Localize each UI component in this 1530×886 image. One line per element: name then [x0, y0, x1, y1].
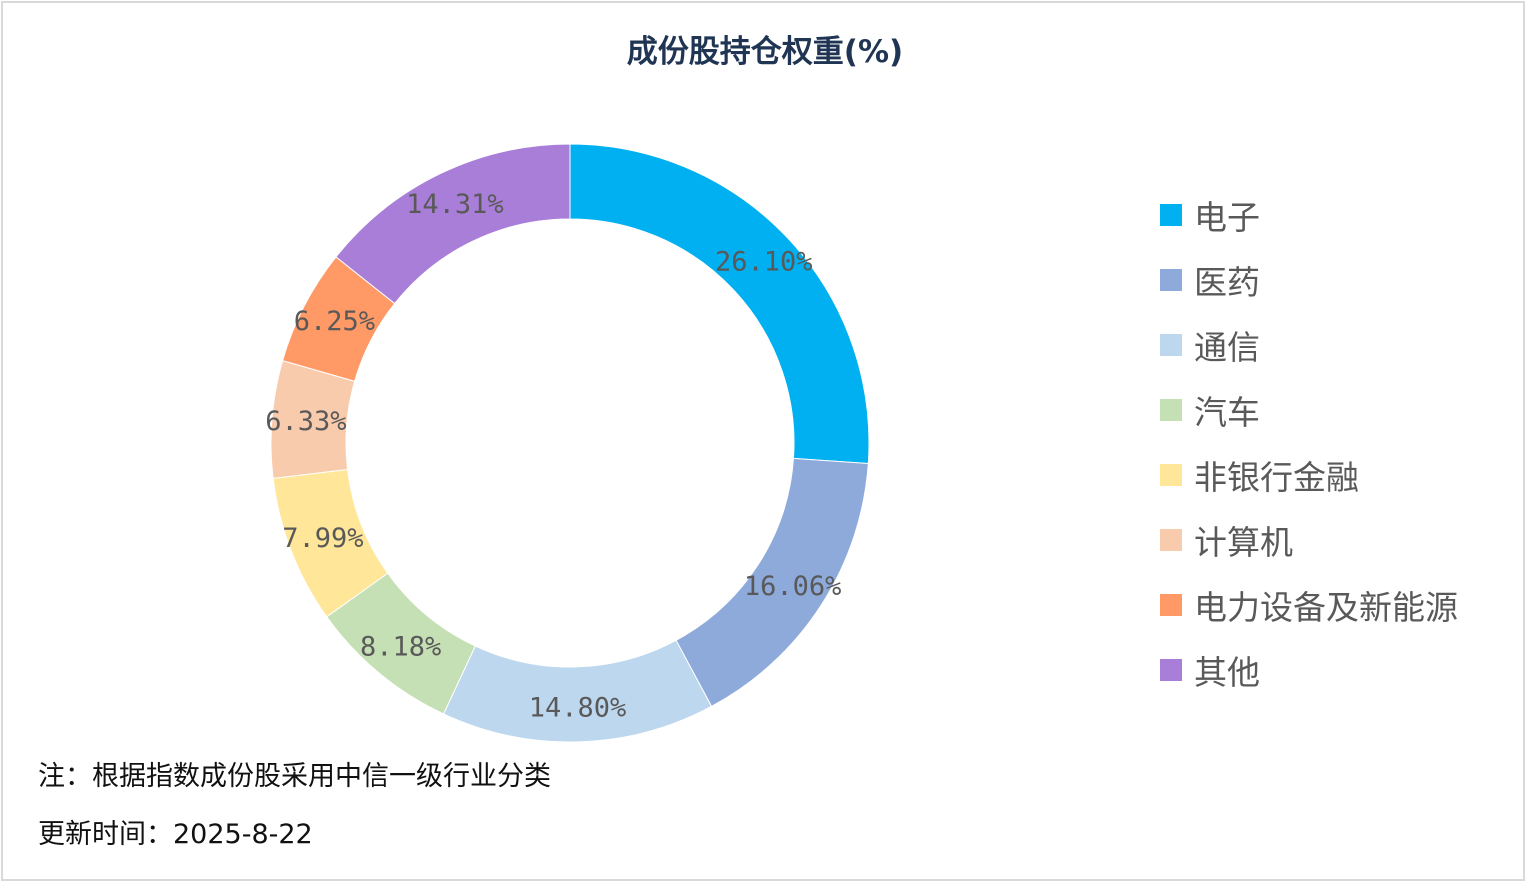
legend-item-3: 通信 — [1160, 312, 1458, 377]
footnote-note: 注：根据指数成份股采用中信一级行业分类 — [38, 761, 551, 792]
slice-label-2: 16.06% — [744, 571, 842, 602]
footnote-update-time: 更新时间：2025-8-22 — [38, 819, 313, 850]
donut-slice-labels: 26.10% 16.06% 14.80% 8.18% 7.99% 6.33% 6.25% 14… — [265, 189, 841, 724]
legend-label-5: 非银行金融 — [1194, 457, 1359, 497]
slice-label-5: 7.99% — [282, 523, 363, 554]
slice-label-1: 26.10% — [715, 247, 813, 278]
legend-swatch-6 — [1160, 528, 1182, 551]
slice-label-6: 6.33% — [265, 406, 346, 437]
legend-label-6: 计算机 — [1194, 522, 1293, 562]
legend-label-3: 通信 — [1194, 327, 1260, 367]
legend-item-2: 医药 — [1160, 247, 1458, 312]
legend-swatch-3 — [1160, 333, 1182, 356]
legend-item-7: 电力设备及新能源 — [1160, 572, 1458, 637]
legend-item-4: 汽车 — [1160, 377, 1458, 442]
legend-swatch-7 — [1160, 593, 1182, 616]
legend-swatch-8 — [1160, 658, 1182, 681]
legend-label-8: 其他 — [1194, 652, 1260, 692]
legend-label-4: 汽车 — [1194, 392, 1260, 432]
legend-swatch-2 — [1160, 268, 1182, 291]
donut-slice-3 — [442, 639, 713, 743]
legend-label-1: 电子 — [1194, 197, 1260, 237]
slice-label-7: 6.25% — [294, 306, 375, 337]
donut-slices — [270, 143, 870, 743]
slice-label-8: 14.31% — [406, 189, 504, 220]
legend: 电子医药通信汽车非银行金融计算机电力设备及新能源 其他 — [1160, 182, 1458, 702]
legend-swatch-4 — [1160, 398, 1182, 421]
legend-label-2: 医药 — [1194, 262, 1260, 302]
legend-item-5: 非银行金融 — [1160, 442, 1458, 507]
slice-label-3: 14.80% — [529, 692, 627, 723]
donut-slice-8 — [335, 143, 571, 305]
legend-swatch-1 — [1160, 203, 1182, 226]
chart-title: 成份股持仓权重(%) — [626, 34, 904, 70]
donut-slice-1 — [569, 143, 870, 465]
legend-swatch-5 — [1160, 463, 1182, 486]
legend-item-8: 其他 — [1160, 637, 1458, 702]
slice-label-4: 8.18% — [360, 631, 441, 662]
legend-label-7: 电力设备及新能源 — [1194, 587, 1458, 627]
legend-item-1: 电子 — [1160, 182, 1458, 247]
legend-item-6: 计算机 — [1160, 507, 1458, 572]
